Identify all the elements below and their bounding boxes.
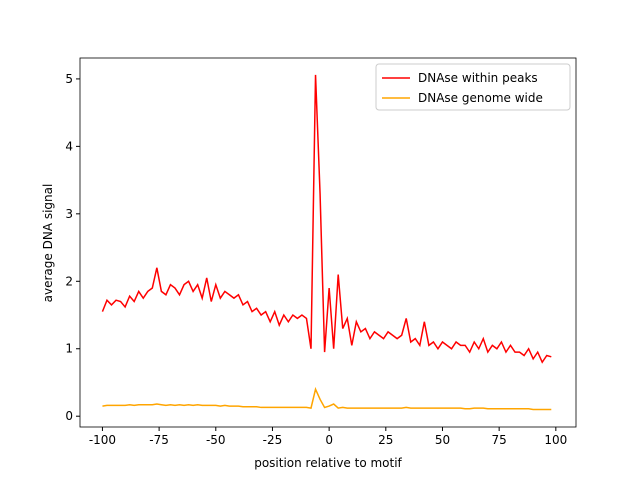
legend-label: DNAse within peaks bbox=[418, 71, 538, 85]
y-tick-label: 2 bbox=[65, 274, 73, 288]
x-tick-label: -100 bbox=[89, 433, 116, 447]
y-axis-label: average DNA signal bbox=[41, 184, 55, 303]
x-tick-label: -25 bbox=[263, 433, 283, 447]
x-tick-label: -75 bbox=[149, 433, 169, 447]
y-tick-label: 0 bbox=[65, 409, 73, 423]
y-tick-label: 5 bbox=[65, 72, 73, 86]
x-tick-label: 50 bbox=[435, 433, 450, 447]
x-tick-label: 100 bbox=[544, 433, 567, 447]
plot-frame bbox=[79, 57, 577, 428]
y-tick-label: 1 bbox=[65, 342, 73, 356]
y-tick-label: 3 bbox=[65, 207, 73, 221]
x-tick-label: 25 bbox=[378, 433, 393, 447]
data-line bbox=[101, 74, 552, 364]
data-line bbox=[102, 386, 552, 411]
x-tick-label: 0 bbox=[325, 433, 333, 447]
x-axis-label: position relative to motif bbox=[254, 456, 402, 470]
x-tick-label: -50 bbox=[206, 433, 226, 447]
legend-box bbox=[375, 63, 571, 111]
y-tick-label: 4 bbox=[65, 139, 73, 153]
legend-label: DNAse genome wide bbox=[418, 91, 543, 105]
x-tick-label: 75 bbox=[492, 433, 507, 447]
